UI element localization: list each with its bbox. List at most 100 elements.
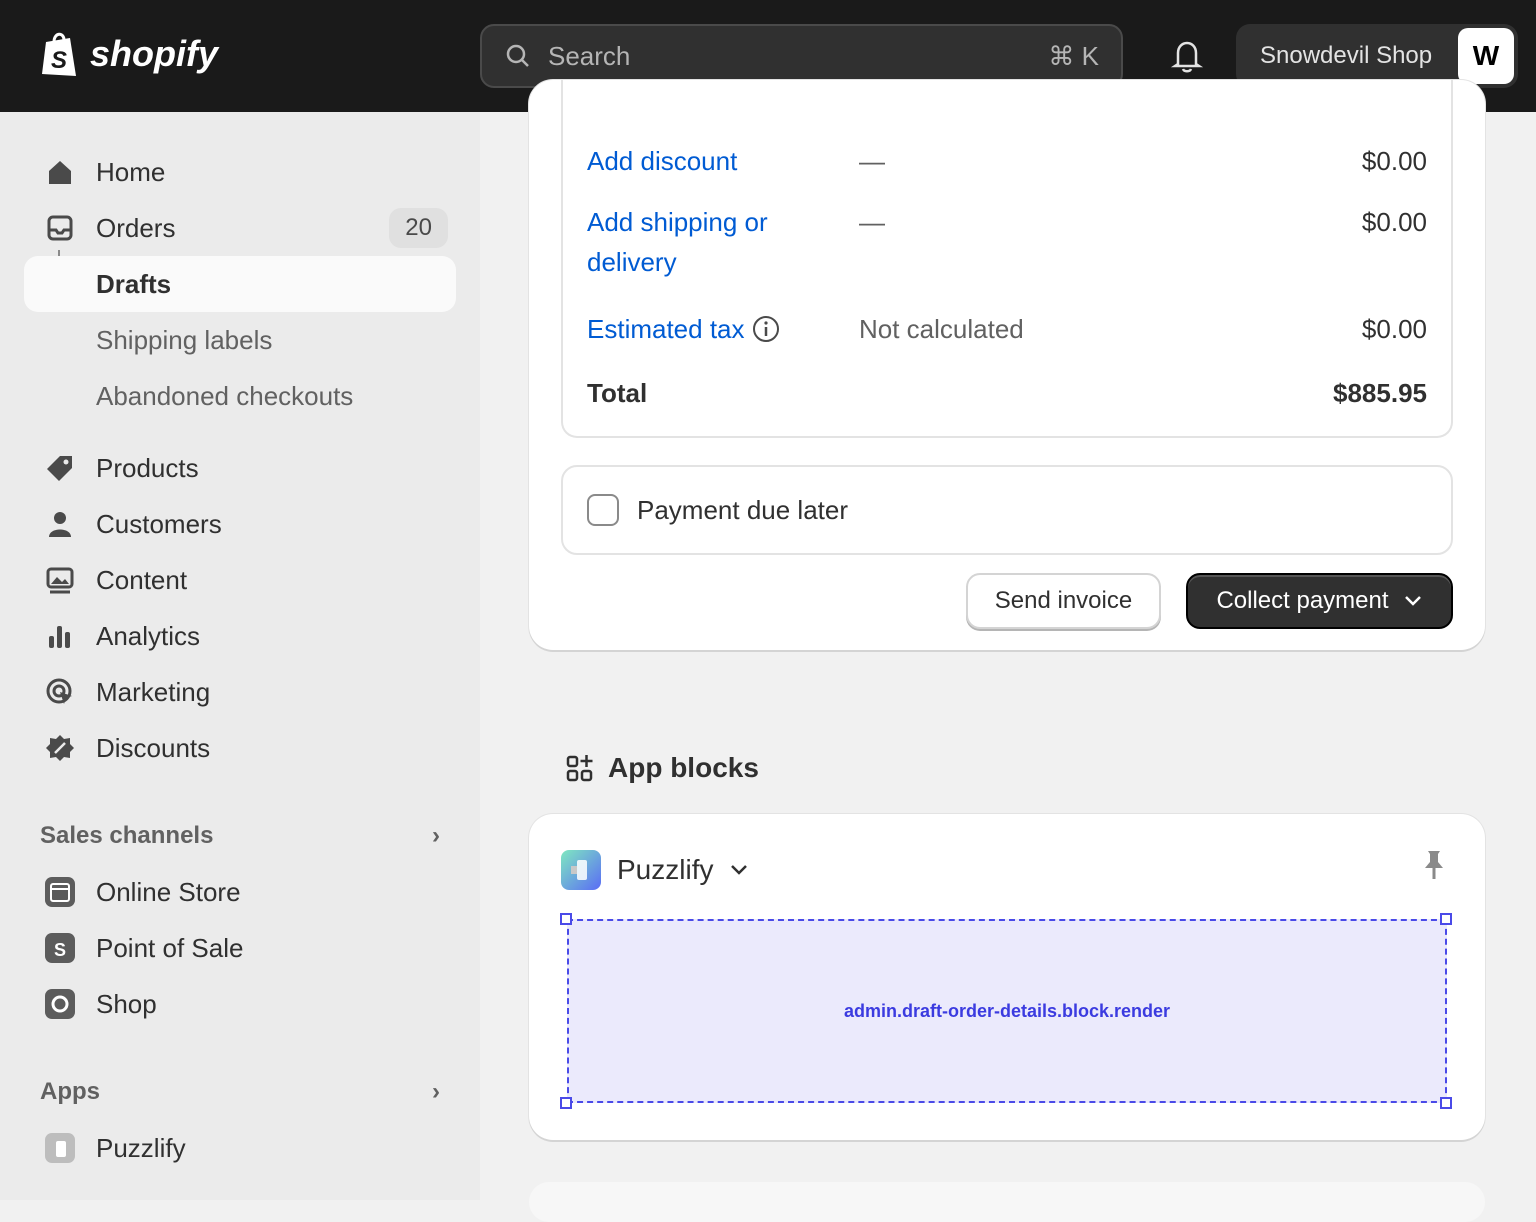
sidebar-item-point-of-sale[interactable]: S Point of Sale <box>24 920 456 976</box>
shopify-bag-icon: S <box>42 32 76 76</box>
tax-detail: Not calculated <box>859 314 1024 344</box>
sidebar-item-label: Products <box>96 452 199 483</box>
svg-text:S: S <box>51 47 67 74</box>
sidebar-item-abandoned-checkouts[interactable]: Abandoned checkouts <box>24 368 456 424</box>
brand-name: shopify <box>90 33 219 74</box>
search-shortcut: ⌘ K <box>1048 40 1099 71</box>
puzzlify-app-icon <box>561 850 601 890</box>
sidebar-item-label: Shipping labels <box>96 324 273 355</box>
bell-icon[interactable] <box>1170 38 1204 74</box>
sidebar-item-label: Content <box>96 564 188 595</box>
payment-due-later-box: Payment due later <box>561 465 1453 555</box>
estimated-tax-link[interactable]: Estimated tax <box>587 314 859 345</box>
discount-detail: — <box>859 146 885 176</box>
sidebar-item-marketing[interactable]: Marketing <box>24 664 456 720</box>
content-icon <box>44 564 76 596</box>
tax-amount: $0.00 <box>1361 314 1427 344</box>
sidebar-item-online-store[interactable]: Online Store <box>24 864 456 920</box>
shipping-detail: — <box>859 207 885 237</box>
home-icon <box>44 156 76 188</box>
extension-target-placeholder: admin.draft-order-details.block.render <box>567 919 1447 1103</box>
sidebar-item-label: Online Store <box>96 876 241 907</box>
app-block-card: Puzzlify admin.draft-order-details.block… <box>529 814 1485 1140</box>
extension-target-label: admin.draft-order-details.block.render <box>843 1000 1171 1021</box>
sidebar-item-label: Shop <box>96 988 157 1019</box>
sidebar-item-label: Orders <box>96 212 176 243</box>
resize-handle[interactable] <box>1440 913 1452 925</box>
discount-icon <box>44 732 76 764</box>
pos-icon: S <box>44 932 76 964</box>
sidebar-item-label: Customers <box>96 508 222 539</box>
resize-handle[interactable] <box>560 1097 572 1109</box>
sidebar-item-label: Discounts <box>96 732 211 763</box>
avatar: W <box>1458 28 1514 84</box>
totals-box: Add discount — $0.00 Add shipping or deliv… <box>561 80 1453 438</box>
discount-amount: $0.00 <box>1361 146 1427 176</box>
sidebar-item-home[interactable]: Home <box>24 144 456 200</box>
store-icon <box>44 876 76 908</box>
sidebar-item-puzzlify[interactable]: Puzzlify <box>24 1120 456 1176</box>
chevron-right-icon: › <box>432 822 440 849</box>
pin-icon[interactable] <box>1421 850 1447 880</box>
shop-menu-button[interactable]: Snowdevil Shop W <box>1236 24 1518 88</box>
apps-header[interactable]: Apps › <box>40 1078 440 1106</box>
app-blocks-heading: App blocks <box>566 752 759 784</box>
chevron-right-icon: › <box>432 1078 440 1105</box>
next-card <box>529 1182 1485 1222</box>
sidebar-item-label: Home <box>96 156 166 187</box>
sidebar-item-analytics[interactable]: Analytics <box>24 608 456 664</box>
tag-icon <box>44 452 76 484</box>
search-icon <box>506 44 529 67</box>
sidebar-item-customers[interactable]: Customers <box>24 496 456 552</box>
payment-due-later-label: Payment due later <box>637 494 849 525</box>
total-label: Total <box>587 378 648 408</box>
search-input[interactable]: Search ⌘ K <box>480 24 1123 88</box>
payment-due-later-checkbox[interactable] <box>587 494 619 526</box>
puzzlify-app-icon <box>44 1132 76 1164</box>
orders-count-badge: 20 <box>389 208 448 248</box>
sidebar-item-orders[interactable]: Orders 20 <box>24 200 456 256</box>
shop-app-icon <box>44 988 76 1020</box>
send-invoice-button[interactable]: Send invoice <box>966 573 1161 629</box>
top-bar: S shopify Search ⌘ K Snowdevil Shop W <box>0 0 1536 112</box>
add-shipping-link[interactable]: Add shipping or delivery <box>587 207 768 277</box>
order-summary-card: Add discount — $0.00 Add shipping or deliv… <box>529 80 1485 650</box>
shipping-amount: $0.00 <box>1361 207 1427 237</box>
sidebar-item-drafts[interactable]: Drafts <box>24 256 456 312</box>
tax-label: Estimated tax <box>587 314 745 344</box>
shipping-row: Add shipping or delivery — $0.00 <box>587 202 1427 282</box>
section-title: Apps <box>40 1078 100 1105</box>
sidebar-item-label: Marketing <box>96 676 211 707</box>
sidebar-item-shop[interactable]: Shop <box>24 976 456 1032</box>
total-amount: $885.95 <box>1333 378 1427 408</box>
shopify-logo[interactable]: S shopify <box>40 30 218 78</box>
app-selector[interactable]: Puzzlify <box>561 850 749 890</box>
sidebar-item-label: Puzzlify <box>96 1132 186 1163</box>
resize-handle[interactable] <box>560 913 572 925</box>
sales-channels-header[interactable]: Sales channels › <box>40 822 440 850</box>
app-blocks-icon <box>566 755 593 782</box>
section-title: App blocks <box>608 752 759 783</box>
button-label: Send invoice <box>994 587 1133 614</box>
discount-row: Add discount — $0.00 <box>587 146 1427 177</box>
tax-row: Estimated tax Not calculated $0.00 <box>587 314 1427 345</box>
sidebar: Home Orders 20 Drafts Shipping labels Aba… <box>0 112 480 1200</box>
sidebar-item-content[interactable]: Content <box>24 552 456 608</box>
add-discount-link[interactable]: Add discount <box>587 146 738 176</box>
shop-name: Snowdevil Shop <box>1260 42 1433 69</box>
search-placeholder: Search <box>548 40 631 71</box>
svg-text:S: S <box>54 940 66 960</box>
chevron-down-icon <box>731 865 748 875</box>
sidebar-item-discounts[interactable]: Discounts <box>24 720 456 776</box>
sidebar-item-label: Analytics <box>96 620 201 651</box>
info-icon[interactable] <box>752 315 780 343</box>
sidebar-item-label: Drafts <box>96 268 172 299</box>
button-label: Collect payment <box>1216 587 1389 614</box>
chevron-down-icon <box>1404 596 1421 606</box>
sidebar-item-shipping-labels[interactable]: Shipping labels <box>24 312 456 368</box>
sidebar-item-label: Point of Sale <box>96 932 244 963</box>
resize-handle[interactable] <box>1440 1097 1452 1109</box>
collect-payment-button[interactable]: Collect payment <box>1186 573 1453 629</box>
app-name: Puzzlify <box>617 854 714 885</box>
sidebar-item-products[interactable]: Products <box>24 440 456 496</box>
